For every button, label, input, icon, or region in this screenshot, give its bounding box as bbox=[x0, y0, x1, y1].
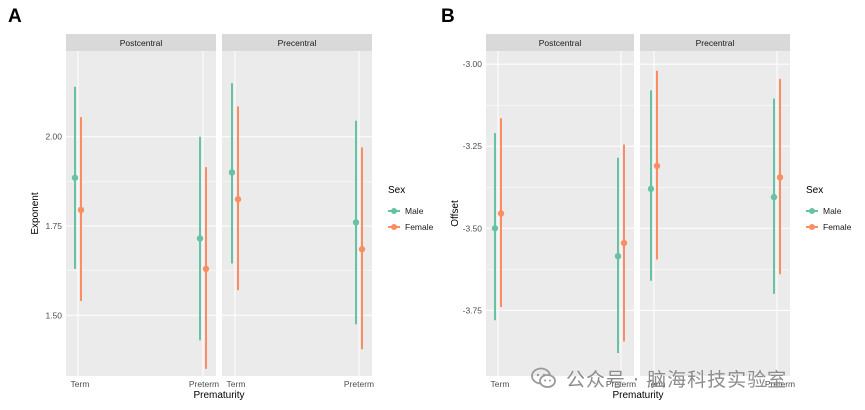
panel-letter-a: A bbox=[8, 6, 22, 27]
facet-strip-a-1 bbox=[222, 34, 372, 51]
legend-label-female: Female bbox=[405, 222, 434, 232]
x-tick-label: Term bbox=[647, 379, 666, 389]
y-axis-title: Exponent bbox=[30, 192, 41, 234]
y-tick-label: 1.50 bbox=[45, 310, 62, 320]
x-axis-title: Prematurity bbox=[612, 390, 663, 401]
legend-key-point-male bbox=[809, 208, 815, 214]
point-female-postcentral-preterm bbox=[620, 239, 628, 247]
point-male-precentral-term bbox=[647, 185, 655, 193]
point-female-postcentral-preterm bbox=[202, 265, 210, 273]
watermark: 公众号 · 脑海科技实验室 bbox=[530, 358, 850, 398]
point-female-precentral-preterm bbox=[358, 246, 366, 253]
legend-title: Sex bbox=[806, 185, 823, 196]
x-tick-label: Term bbox=[491, 379, 510, 389]
y-tick-label: -3.00 bbox=[463, 59, 483, 69]
point-male-postcentral-term bbox=[491, 225, 499, 232]
point-male-precentral-preterm bbox=[770, 193, 778, 201]
y-tick-label: -3.75 bbox=[463, 305, 483, 315]
legend-label-male: Male bbox=[823, 206, 842, 216]
facet-strip-b-0 bbox=[486, 34, 634, 51]
x-tick-label: Preterm bbox=[189, 379, 219, 389]
legend-key-point-female bbox=[391, 224, 397, 230]
point-female-precentral-term bbox=[653, 162, 661, 170]
y-tick-label: -3.25 bbox=[463, 141, 483, 151]
point-male-postcentral-preterm bbox=[196, 235, 204, 242]
facet-strip-a-0 bbox=[66, 34, 216, 51]
point-female-precentral-preterm bbox=[776, 174, 784, 181]
plot-panel-a-1 bbox=[222, 51, 372, 376]
wechat-icon bbox=[531, 367, 556, 388]
point-male-precentral-preterm bbox=[352, 219, 360, 226]
facet-strip-b-1 bbox=[640, 34, 790, 51]
watermark-text: 公众号 · 脑海科技实验室 bbox=[566, 368, 788, 391]
legend-title: Sex bbox=[388, 185, 405, 196]
plot-panel-b-0 bbox=[486, 51, 634, 376]
facet-label: Postcentral bbox=[539, 38, 582, 48]
x-tick-label: Term bbox=[71, 379, 90, 389]
legend-key-point-female bbox=[809, 224, 815, 230]
x-tick-label: Preterm bbox=[606, 379, 636, 389]
y-tick-label: 1.75 bbox=[45, 221, 62, 231]
y-tick-label: 2.00 bbox=[45, 132, 62, 142]
y-axis-title: Offset bbox=[450, 200, 461, 227]
point-female-precentral-term bbox=[234, 196, 242, 203]
x-axis-title: Prematurity bbox=[193, 390, 244, 401]
point-male-precentral-term bbox=[228, 169, 236, 176]
x-tick-label: Preterm bbox=[344, 379, 374, 389]
legend-label-female: Female bbox=[823, 222, 852, 232]
facet-label: Precentral bbox=[278, 38, 317, 48]
point-female-postcentral-term bbox=[497, 210, 505, 217]
plot-panel-b-1 bbox=[640, 51, 790, 376]
panel-letter-b: B bbox=[441, 6, 455, 27]
point-female-postcentral-term bbox=[77, 206, 85, 214]
point-male-postcentral-term bbox=[71, 174, 79, 181]
plot-panel-a-0 bbox=[66, 51, 216, 376]
y-tick-label: -3.50 bbox=[463, 223, 483, 233]
legend-label-male: Male bbox=[405, 206, 424, 216]
facet-label: Postcentral bbox=[120, 38, 163, 48]
x-tick-label: Term bbox=[227, 379, 246, 389]
legend-key-point-male bbox=[391, 208, 397, 214]
point-male-postcentral-preterm bbox=[614, 252, 622, 260]
facet-label: Precentral bbox=[696, 38, 735, 48]
x-tick-label: Preterm bbox=[765, 379, 795, 389]
